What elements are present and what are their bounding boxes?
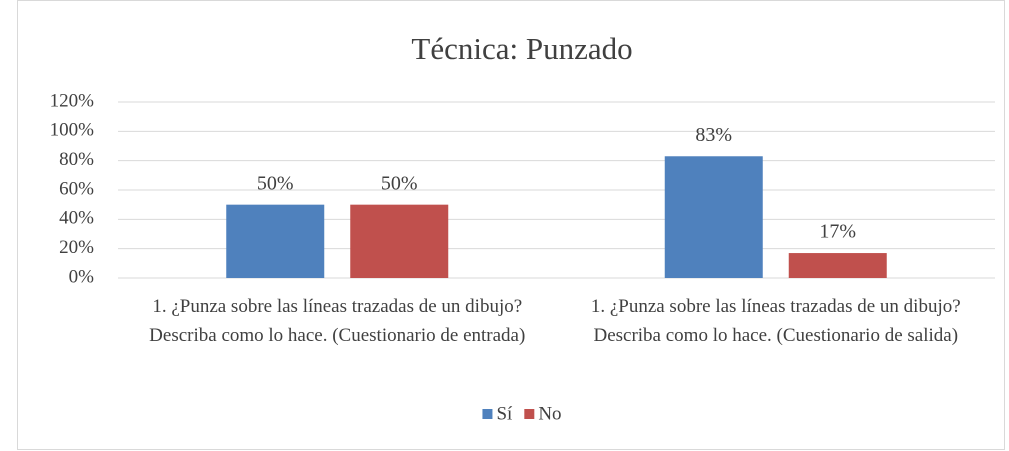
y-tick-label: 20% [59, 237, 94, 258]
data-label: 50% [381, 172, 418, 194]
bar [226, 204, 325, 278]
y-tick-label: 80% [59, 149, 94, 170]
data-label: 17% [819, 221, 856, 243]
legend-label: No [538, 403, 561, 424]
x-tick-label: 1. ¿Punza sobre las líneas trazadas de u… [590, 296, 961, 346]
y-tick-label: 100% [50, 120, 95, 141]
legend-label: Sí [496, 403, 513, 424]
y-tick-label: 0% [69, 266, 95, 287]
legend-swatch [524, 409, 535, 419]
bar [350, 204, 449, 278]
chart-border [17, 0, 1005, 450]
y-tick-label: 60% [59, 178, 94, 199]
legend-swatch [482, 409, 493, 419]
chart-title: Técnica: Punzado [411, 31, 632, 66]
x-tick-label: 1. ¿Punza sobre las líneas trazadas de u… [149, 296, 526, 346]
bar [788, 253, 887, 278]
y-tick-label: 40% [59, 208, 94, 229]
bar [664, 156, 763, 278]
data-label: 83% [695, 124, 732, 146]
data-label: 50% [257, 172, 294, 194]
y-tick-label: 120% [50, 90, 95, 111]
